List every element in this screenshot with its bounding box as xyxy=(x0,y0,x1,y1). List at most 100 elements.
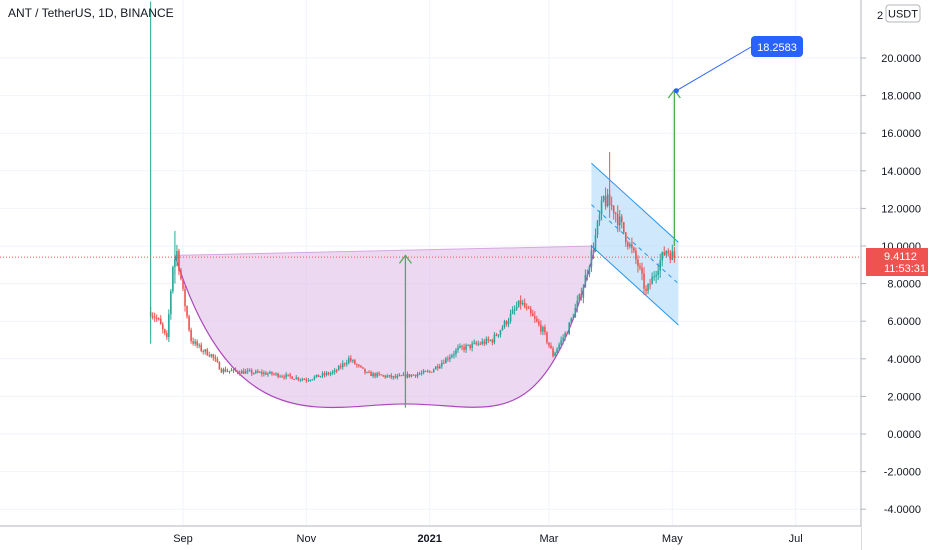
candle xyxy=(348,355,350,365)
candle xyxy=(637,255,639,273)
candle xyxy=(372,371,374,379)
candle xyxy=(283,374,285,380)
candle xyxy=(325,371,328,377)
candle xyxy=(618,210,621,232)
candle xyxy=(333,367,336,375)
candle xyxy=(449,354,451,363)
candle xyxy=(447,355,449,362)
candle xyxy=(540,320,542,335)
channel-upper-line xyxy=(591,162,679,243)
candle xyxy=(319,375,322,378)
candle xyxy=(155,314,158,322)
candle xyxy=(430,371,433,373)
candle xyxy=(341,360,344,370)
candle xyxy=(343,362,346,367)
candle xyxy=(157,317,160,321)
candle xyxy=(386,373,389,378)
candle xyxy=(639,262,641,271)
candle xyxy=(254,369,257,375)
candle xyxy=(633,246,635,253)
candle xyxy=(493,331,496,345)
candle xyxy=(649,278,651,290)
y-tick-label: 8.0000 xyxy=(887,279,921,291)
candle xyxy=(546,331,548,345)
currency-badge[interactable]: USDT xyxy=(885,4,921,23)
candle xyxy=(200,342,202,353)
candle xyxy=(269,370,271,375)
candle xyxy=(655,270,657,284)
candle xyxy=(414,374,417,378)
candle xyxy=(483,338,486,347)
candle xyxy=(368,370,370,374)
candle xyxy=(408,373,411,378)
candle xyxy=(275,372,277,377)
candle xyxy=(188,314,190,332)
y-tick-label: 4.0000 xyxy=(887,354,921,366)
candle xyxy=(317,374,320,378)
candle xyxy=(604,187,607,210)
candle xyxy=(552,346,554,358)
candle xyxy=(390,373,393,380)
candle xyxy=(331,370,334,376)
candle xyxy=(418,371,421,376)
candle xyxy=(228,370,231,374)
y-tick-label: -2.0000 xyxy=(884,467,921,479)
candle xyxy=(568,322,571,336)
candle xyxy=(291,376,293,380)
candle xyxy=(509,309,512,324)
candle xyxy=(671,244,674,261)
candle xyxy=(477,340,480,347)
candle xyxy=(234,367,237,372)
candle xyxy=(226,368,229,373)
candle xyxy=(244,368,247,374)
candle xyxy=(202,349,205,355)
candle xyxy=(196,339,198,349)
candle xyxy=(354,358,356,365)
candle xyxy=(566,331,568,335)
candle xyxy=(180,267,182,281)
candle xyxy=(422,368,425,375)
candle xyxy=(586,269,589,281)
candle xyxy=(578,293,581,302)
candle xyxy=(536,315,538,323)
candle xyxy=(598,210,601,226)
candle xyxy=(513,305,516,315)
candle xyxy=(285,372,287,380)
candle xyxy=(620,214,623,229)
candle xyxy=(519,295,522,310)
candle xyxy=(457,344,459,353)
candle xyxy=(261,369,263,377)
candle xyxy=(315,374,318,378)
candle xyxy=(669,250,672,264)
candle xyxy=(406,371,409,379)
cup-rim-line xyxy=(174,245,596,256)
candle xyxy=(602,195,605,203)
candle xyxy=(592,242,595,260)
chart-title: ANT / TetherUS, 1D, BINANCE xyxy=(8,6,174,20)
candle xyxy=(250,368,253,377)
candle xyxy=(198,343,200,349)
candle xyxy=(210,353,213,358)
candle xyxy=(293,378,296,381)
candle xyxy=(525,303,528,311)
time-axis[interactable]: Sep Nov 2021 Mar May Jul xyxy=(0,525,861,550)
candle xyxy=(653,271,655,281)
x-tick-label: Nov xyxy=(297,533,317,545)
candle xyxy=(416,371,419,379)
candle xyxy=(487,336,490,344)
candle xyxy=(491,338,494,346)
candle xyxy=(584,269,587,288)
candle xyxy=(374,372,376,379)
candle xyxy=(606,188,609,208)
target-callout[interactable]: 18.2583 xyxy=(751,36,803,57)
candle xyxy=(538,318,540,327)
candle xyxy=(305,377,308,383)
candle xyxy=(289,372,291,379)
candle xyxy=(461,344,463,351)
candle xyxy=(166,330,168,340)
candle xyxy=(556,347,558,356)
candle xyxy=(434,366,437,370)
candle xyxy=(265,370,267,376)
candle xyxy=(410,374,413,378)
